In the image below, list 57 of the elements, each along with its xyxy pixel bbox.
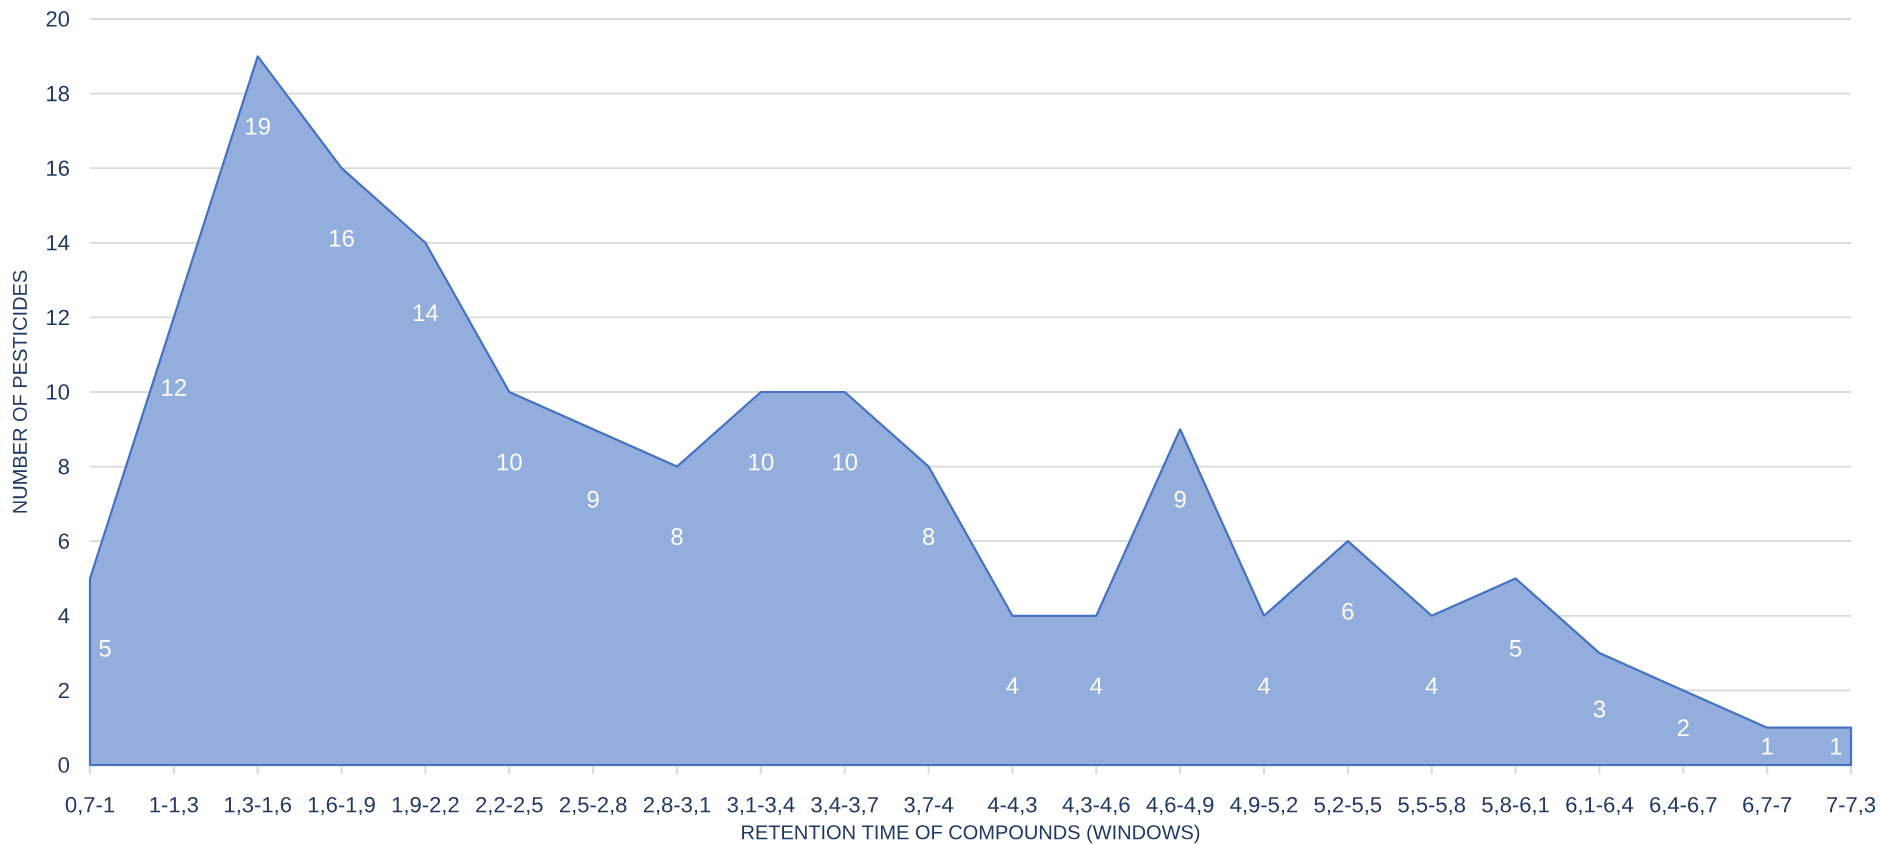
data-label: 5: [1509, 640, 1522, 657]
y-tick-label: 10: [47, 384, 70, 400]
data-label: 9: [1174, 490, 1186, 508]
x-tick-label: 1-1,3: [150, 796, 198, 816]
y-tick-label: 6: [58, 533, 69, 549]
data-label: 12: [162, 379, 186, 396]
x-axis-title: RETENTION TIME OF COMPOUNDS (WINDOWS): [742, 824, 1200, 844]
data-label: 8: [922, 528, 935, 546]
x-tick-label: 2,8-3,1: [643, 796, 711, 816]
data-label: 4: [1006, 677, 1019, 695]
data-label: 5: [99, 640, 111, 657]
data-label: 9: [587, 490, 599, 508]
data-label: 19: [246, 117, 270, 135]
data-label: 1: [1762, 738, 1773, 755]
x-tick-label: 4,6-4,9: [1146, 796, 1214, 816]
y-tick-label: 16: [47, 160, 69, 176]
x-tick-label: 1,3-1,6: [225, 796, 291, 816]
x-tick-label: 1,9-2,2: [392, 796, 459, 816]
data-label: 8: [671, 528, 683, 546]
y-tick-label: 12: [47, 309, 69, 326]
x-tick-label: 2,5-2,8: [560, 796, 627, 816]
data-label: 3: [1593, 700, 1606, 718]
y-tick-label: 18: [47, 85, 69, 102]
data-label: 16: [330, 229, 354, 247]
x-tick-label: 7-7,3: [1827, 796, 1876, 816]
data-label: 4: [1257, 677, 1270, 695]
x-tick-label: 5,5-5,8: [1398, 796, 1465, 816]
data-label: 4: [1090, 677, 1103, 695]
x-tick-label: 4,9-5,2: [1230, 796, 1298, 816]
x-tick-label: 6,4-6,7: [1650, 796, 1717, 816]
data-label: 1: [1831, 738, 1842, 755]
x-tick-label: 5,8-6,1: [1482, 796, 1549, 816]
x-tick-label: 6,7-7: [1743, 796, 1792, 816]
x-tick-label: 4-4,3: [987, 796, 1037, 816]
data-label: 10: [833, 453, 858, 471]
data-label: 6: [1342, 602, 1354, 620]
x-tick-label: 3,4-3,7: [811, 796, 878, 816]
x-tick-label: 3,7-4: [904, 796, 953, 816]
x-tick-label: 4,3-4,6: [1062, 796, 1130, 816]
data-label: 10: [497, 453, 522, 471]
x-tick-label: 3,1-3,4: [727, 796, 795, 816]
y-tick-label: 0: [58, 757, 70, 773]
x-tick-label: 2,2-2,5: [476, 796, 543, 816]
y-tick-label: 4: [58, 608, 70, 624]
data-label: 4: [1425, 677, 1438, 695]
y-tick-label: 14: [47, 235, 70, 251]
x-tick-label: 1,6-1,9: [309, 796, 375, 816]
x-tick-label: 5,2-5,5: [1314, 796, 1382, 816]
data-label: 14: [413, 304, 439, 322]
y-tick-label: 8: [58, 458, 69, 475]
x-tick-label: 6,1-6,4: [1566, 796, 1634, 816]
data-label: 10: [749, 453, 774, 471]
y-tick-label: 20: [46, 11, 70, 27]
data-label: 2: [1677, 719, 1689, 737]
x-tick-label: 0,7-1: [65, 796, 115, 816]
y-tick-label: 2: [58, 682, 69, 699]
y-axis-title: NUMBER OF PESTICIDES: [12, 270, 27, 513]
